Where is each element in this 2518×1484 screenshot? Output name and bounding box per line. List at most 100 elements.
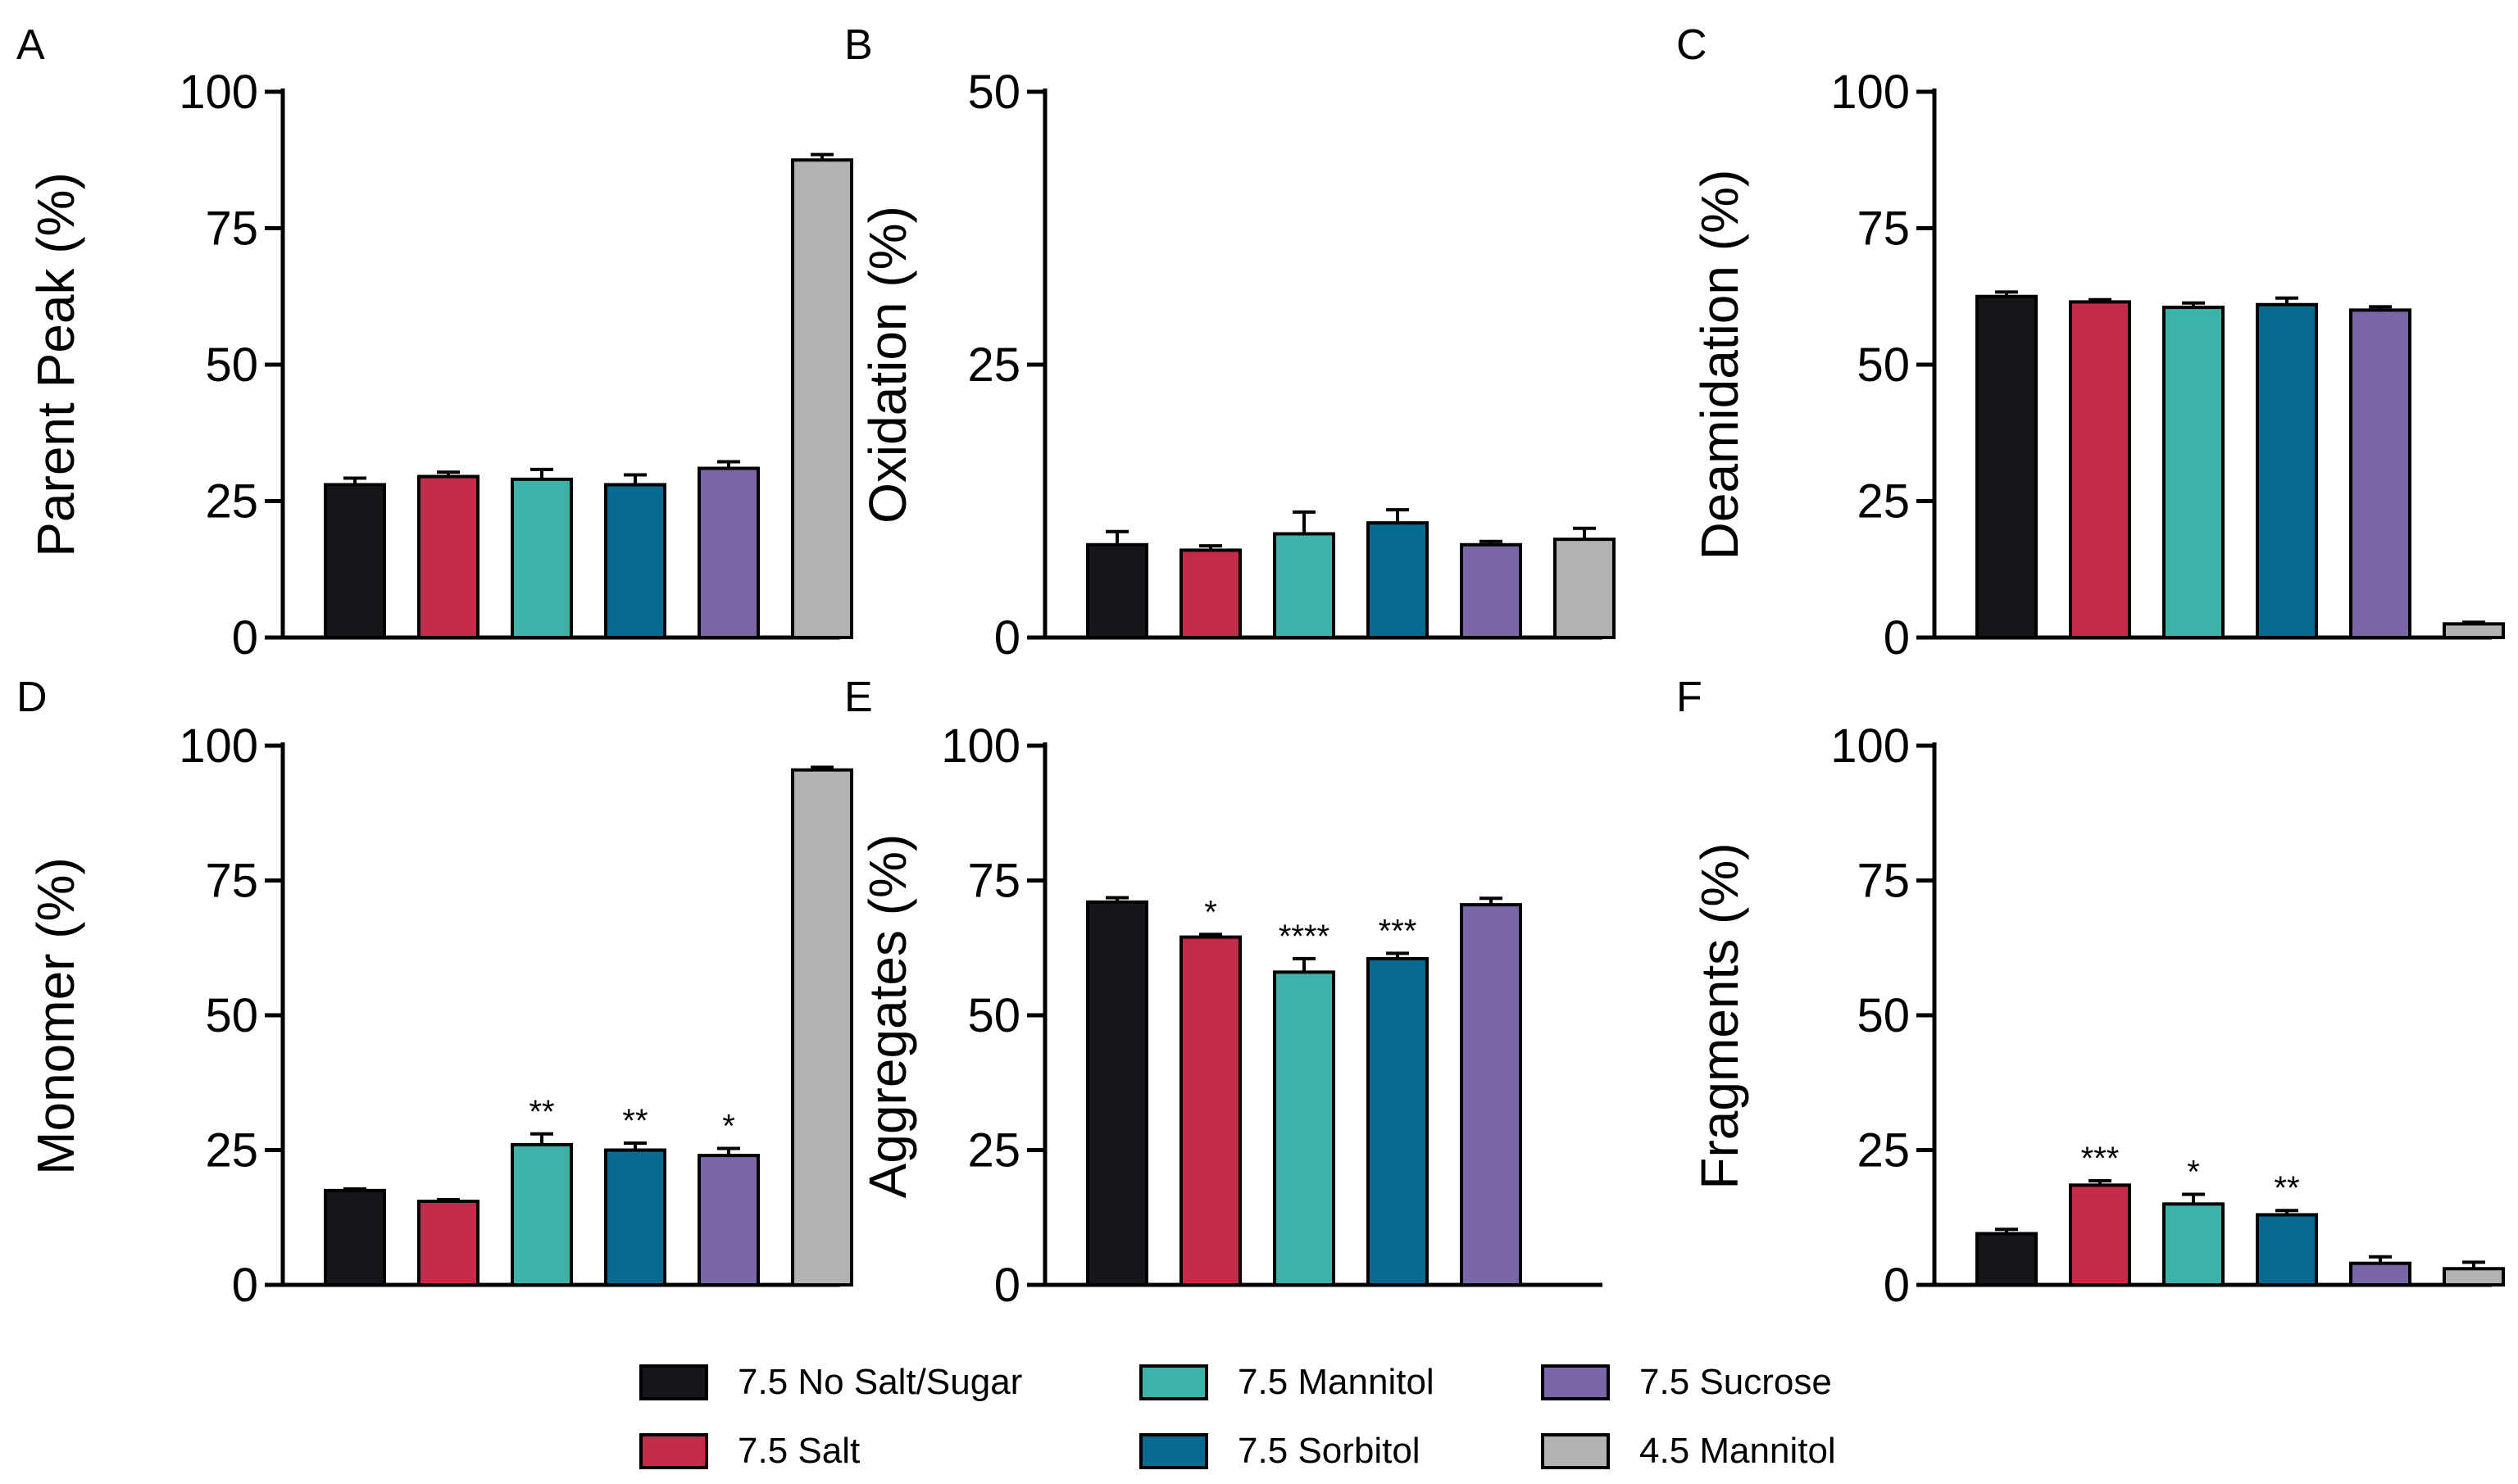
legend-swatch <box>639 1364 708 1400</box>
panel-a: A Parent Peak (%) 0 25 50 75 100 <box>16 21 853 665</box>
bar-7-5-sorbitol <box>2256 302 2318 639</box>
bar-7-5-sucrose <box>698 466 760 639</box>
bar-7-5-mannitol <box>2162 1202 2225 1287</box>
y-tick-label: 50 <box>967 66 1020 119</box>
y-tick-label: 0 <box>1884 1259 1910 1312</box>
y-tick-label: 50 <box>205 338 258 392</box>
bar-7-5-salt <box>417 474 480 640</box>
bar-7-5-mannitol <box>2162 306 2225 639</box>
y-tick-label: 75 <box>1857 202 1910 256</box>
y-tick-label: 0 <box>232 611 258 665</box>
legend-item-ph45-mannitol: 4.5 Mannitol <box>1541 1431 1836 1472</box>
panel-letter-a: A <box>16 21 45 69</box>
y-tick-label: 25 <box>1857 475 1910 529</box>
legend-item-sucrose: 7.5 Sucrose <box>1541 1362 1832 1403</box>
bar-7-5-sorbitol <box>604 1148 666 1287</box>
bar-7-5-sucrose <box>698 1154 760 1287</box>
legend-item-salt: 7.5 Salt <box>639 1431 860 1472</box>
significance-label: *** <box>2081 1141 2120 1177</box>
y-tick-label: 0 <box>994 611 1020 665</box>
panel-letter-e: E <box>844 674 873 721</box>
significance-label: ** <box>2274 1170 2299 1206</box>
significance-label: * <box>722 1109 735 1145</box>
bar-7-5-sucrose <box>1460 542 1522 640</box>
bar-7-5-salt <box>1179 935 1242 1287</box>
y-tick-label: 50 <box>1857 989 1910 1042</box>
panel-c-ylabel: Deamidation (%) <box>1690 170 1749 560</box>
bar-7-5-no-salt-sugar <box>1086 542 1148 640</box>
y-tick-label: 100 <box>941 719 1020 773</box>
bar-4-5-mannitol <box>1553 538 1616 639</box>
legend-swatch <box>1139 1364 1208 1400</box>
bar-7-5-salt <box>1179 548 1242 639</box>
panel-letter-c: C <box>1676 21 1707 69</box>
y-tick-label: 25 <box>967 338 1020 392</box>
legend-label: 7.5 No Salt/Sugar <box>738 1362 1023 1402</box>
bar-7-5-sucrose <box>2349 308 2411 639</box>
panel-letter-f: F <box>1676 674 1702 721</box>
bar-7-5-sorbitol <box>604 483 666 640</box>
bar-7-5-no-salt-sugar <box>1086 900 1148 1287</box>
y-tick-label: 75 <box>205 855 258 908</box>
legend-label: 4.5 Mannitol <box>1639 1431 1836 1471</box>
legend-label: 7.5 Salt <box>738 1431 861 1471</box>
panel-letter-d: D <box>16 674 48 721</box>
legend-swatch <box>1541 1364 1610 1400</box>
significance-label: **** <box>1279 919 1329 955</box>
y-tick-label: 25 <box>205 1124 258 1178</box>
bar-7-5-mannitol <box>1273 532 1335 640</box>
bar-7-5-salt <box>2069 1183 2131 1287</box>
y-tick-label: 100 <box>179 66 258 119</box>
bar-7-5-no-salt-sugar <box>1975 1232 2038 1287</box>
bar-4-5-mannitol <box>2443 622 2505 639</box>
bar-7-5-sucrose <box>2349 1261 2411 1287</box>
bar-4-5-mannitol <box>791 768 853 1287</box>
y-tick-label: 25 <box>205 475 258 529</box>
panel-a-ylabel: Parent Peak (%) <box>26 172 85 557</box>
legend-item-sorbitol: 7.5 Sorbitol <box>1139 1431 1420 1472</box>
panel-letter-b: B <box>844 21 873 69</box>
significance-label: ** <box>529 1094 554 1130</box>
legend-swatch <box>1139 1433 1208 1469</box>
y-tick-label: 100 <box>1830 719 1910 773</box>
bar-7-5-mannitol <box>511 1142 573 1287</box>
bar-7-5-no-salt-sugar <box>324 483 386 640</box>
panel-e-ylabel: Aggregates (%) <box>858 834 917 1199</box>
significance-label: * <box>2187 1154 2200 1190</box>
legend-swatch <box>639 1433 708 1469</box>
y-tick-label: 50 <box>967 989 1020 1042</box>
bar-7-5-mannitol <box>1273 970 1335 1287</box>
bar-7-5-mannitol <box>511 477 573 639</box>
y-tick-label: 25 <box>1857 1124 1910 1178</box>
bar-7-5-sorbitol <box>1366 956 1429 1287</box>
y-tick-label: 0 <box>994 1259 1020 1312</box>
legend: 7.5 No Salt/Sugar 7.5 Salt 7.5 Mannitol … <box>623 1344 1984 1475</box>
significance-label: ** <box>622 1103 648 1139</box>
y-tick-label: 75 <box>205 202 258 256</box>
y-tick-label: 100 <box>1830 66 1910 119</box>
panel-c: C Deamidation (%) 0 25 50 75 100 <box>1676 21 2505 665</box>
bar-7-5-sorbitol <box>1366 521 1429 640</box>
y-tick-label: 75 <box>967 855 1020 908</box>
bar-4-5-mannitol <box>2443 1267 2505 1287</box>
panel-a-plot: 0 25 50 75 100 <box>179 66 853 665</box>
panel-b-plot: 0 25 50 <box>967 66 1616 665</box>
bar-7-5-no-salt-sugar <box>1975 294 2038 639</box>
panel-b-ylabel: Oxidation (%) <box>858 206 917 524</box>
bar-7-5-sucrose <box>1460 903 1522 1287</box>
y-tick-label: 50 <box>205 989 258 1042</box>
legend-label: 7.5 Mannitol <box>1238 1362 1434 1402</box>
panel-c-plot: 0 25 50 75 100 <box>1830 66 2505 665</box>
y-tick-label: 0 <box>232 1259 258 1312</box>
y-tick-label: 75 <box>1857 855 1910 908</box>
bar-7-5-salt <box>2069 300 2131 639</box>
bar-4-5-mannitol <box>791 158 853 639</box>
y-tick-label: 25 <box>967 1124 1020 1178</box>
